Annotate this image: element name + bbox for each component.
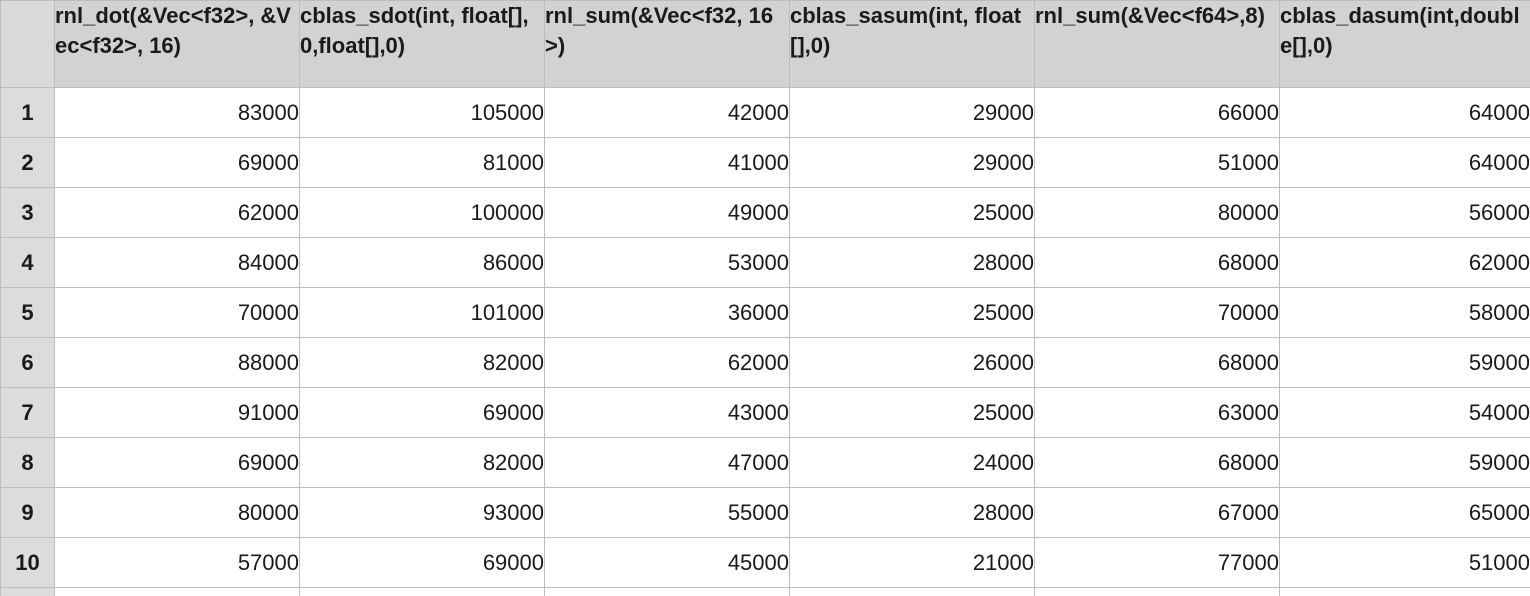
table-cell[interactable]: 64000 [1279,137,1530,188]
table-cell[interactable]: 62000 [54,187,300,238]
table-cell[interactable]: 21000 [789,537,1035,588]
table-cell[interactable]: 55000 [544,487,790,538]
table-cell[interactable]: 81000 [299,137,545,188]
table-cell[interactable] [789,587,1035,596]
table-cell[interactable] [1034,587,1280,596]
table-cell[interactable]: 65000 [1279,487,1530,538]
table-cell[interactable]: 80000 [54,487,300,538]
table-cell[interactable]: 62000 [544,337,790,388]
table-cell[interactable]: 68000 [1034,337,1280,388]
table-cell[interactable]: 91000 [54,387,300,438]
column-header[interactable]: cblas_dasum(int,double[],0) [1279,0,1530,88]
row-number[interactable]: 3 [0,187,55,238]
column-header[interactable]: cblas_sasum(int, float[],0) [789,0,1035,88]
table-cell[interactable]: 51000 [1279,537,1530,588]
table-cell[interactable]: 100000 [299,187,545,238]
row-number[interactable]: 6 [0,337,55,388]
table-cell[interactable]: 25000 [789,287,1035,338]
table-cell[interactable]: 25000 [789,187,1035,238]
table-row: 9 80000 93000 55000 28000 67000 65000 [0,487,1530,538]
table-cell[interactable]: 59000 [1279,337,1530,388]
table-cell[interactable]: 84000 [54,237,300,288]
table-cell[interactable]: 53000 [544,237,790,288]
table-cell[interactable]: 66000 [1034,87,1280,138]
table-cell[interactable] [54,587,300,596]
table-cell[interactable]: 25000 [789,387,1035,438]
header-row: rnl_dot(&Vec<f32>, &Vec<f32>, 16) cblas_… [0,0,1530,88]
table-cell[interactable]: 63000 [1034,387,1280,438]
table-cell[interactable]: 64000 [1279,87,1530,138]
column-header[interactable]: cblas_sdot(int, float[],0,float[],0) [299,0,545,88]
table-cell[interactable]: 41000 [544,137,790,188]
table-cell[interactable]: 86000 [299,237,545,288]
table-row: 5 70000 101000 36000 25000 70000 58000 [0,287,1530,338]
row-number[interactable]: 1 [0,87,55,138]
column-header[interactable]: rnl_sum(&Vec<f64>,8) [1034,0,1280,88]
table-cell[interactable]: 59000 [1279,437,1530,488]
table-cell[interactable]: 68000 [1034,437,1280,488]
table-cell[interactable]: 29000 [789,137,1035,188]
table-row: 7 91000 69000 43000 25000 63000 54000 [0,387,1530,438]
table-row-partial [0,587,1530,596]
row-number[interactable]: 2 [0,137,55,188]
table-row: 10 57000 69000 45000 21000 77000 51000 [0,537,1530,588]
table-cell[interactable]: 69000 [299,387,545,438]
table-cell[interactable]: 49000 [544,187,790,238]
table-cell[interactable]: 69000 [54,137,300,188]
table-cell[interactable]: 26000 [789,337,1035,388]
row-number[interactable]: 9 [0,487,55,538]
table-cell[interactable]: 82000 [299,337,545,388]
table-cell[interactable]: 101000 [299,287,545,338]
table-cell[interactable]: 69000 [299,537,545,588]
table-cell[interactable] [299,587,545,596]
table-cell[interactable]: 28000 [789,237,1035,288]
table-cell[interactable]: 80000 [1034,187,1280,238]
table-cell[interactable]: 24000 [789,437,1035,488]
table-cell[interactable]: 42000 [544,87,790,138]
row-number[interactable]: 4 [0,237,55,288]
table-cell[interactable]: 77000 [1034,537,1280,588]
table-cell[interactable]: 47000 [544,437,790,488]
row-number[interactable]: 8 [0,437,55,488]
table-cell[interactable]: 54000 [1279,387,1530,438]
table-cell[interactable]: 67000 [1034,487,1280,538]
table-cell[interactable]: 62000 [1279,237,1530,288]
table-row: 3 62000 100000 49000 25000 80000 56000 [0,187,1530,238]
table-cell[interactable]: 105000 [299,87,545,138]
table-cell[interactable] [1279,587,1530,596]
column-header[interactable]: rnl_dot(&Vec<f32>, &Vec<f32>, 16) [54,0,300,88]
table-cell[interactable]: 70000 [1034,287,1280,338]
table-cell[interactable]: 57000 [54,537,300,588]
table-row: 2 69000 81000 41000 29000 51000 64000 [0,137,1530,188]
table-cell[interactable]: 93000 [299,487,545,538]
table-cell[interactable]: 88000 [54,337,300,388]
table-row: 6 88000 82000 62000 26000 68000 59000 [0,337,1530,388]
table-cell[interactable]: 29000 [789,87,1035,138]
row-number[interactable] [0,587,55,596]
row-number[interactable]: 10 [0,537,55,588]
table-cell[interactable] [544,587,790,596]
column-header[interactable]: rnl_sum(&Vec<f32, 16>) [544,0,790,88]
table-cell[interactable]: 45000 [544,537,790,588]
table-cell[interactable]: 69000 [54,437,300,488]
table-cell[interactable]: 51000 [1034,137,1280,188]
table-row: 1 83000 105000 42000 29000 66000 64000 [0,87,1530,138]
table-cell[interactable]: 36000 [544,287,790,338]
select-all-corner[interactable] [0,0,55,88]
table-cell[interactable]: 82000 [299,437,545,488]
table-cell[interactable]: 56000 [1279,187,1530,238]
table-cell[interactable]: 83000 [54,87,300,138]
table-cell[interactable]: 58000 [1279,287,1530,338]
table-cell[interactable]: 28000 [789,487,1035,538]
table-row: 4 84000 86000 53000 28000 68000 62000 [0,237,1530,288]
row-number[interactable]: 5 [0,287,55,338]
table-cell[interactable]: 70000 [54,287,300,338]
table-row: 8 69000 82000 47000 24000 68000 59000 [0,437,1530,488]
table-cell[interactable]: 43000 [544,387,790,438]
table-cell[interactable]: 68000 [1034,237,1280,288]
row-number[interactable]: 7 [0,387,55,438]
